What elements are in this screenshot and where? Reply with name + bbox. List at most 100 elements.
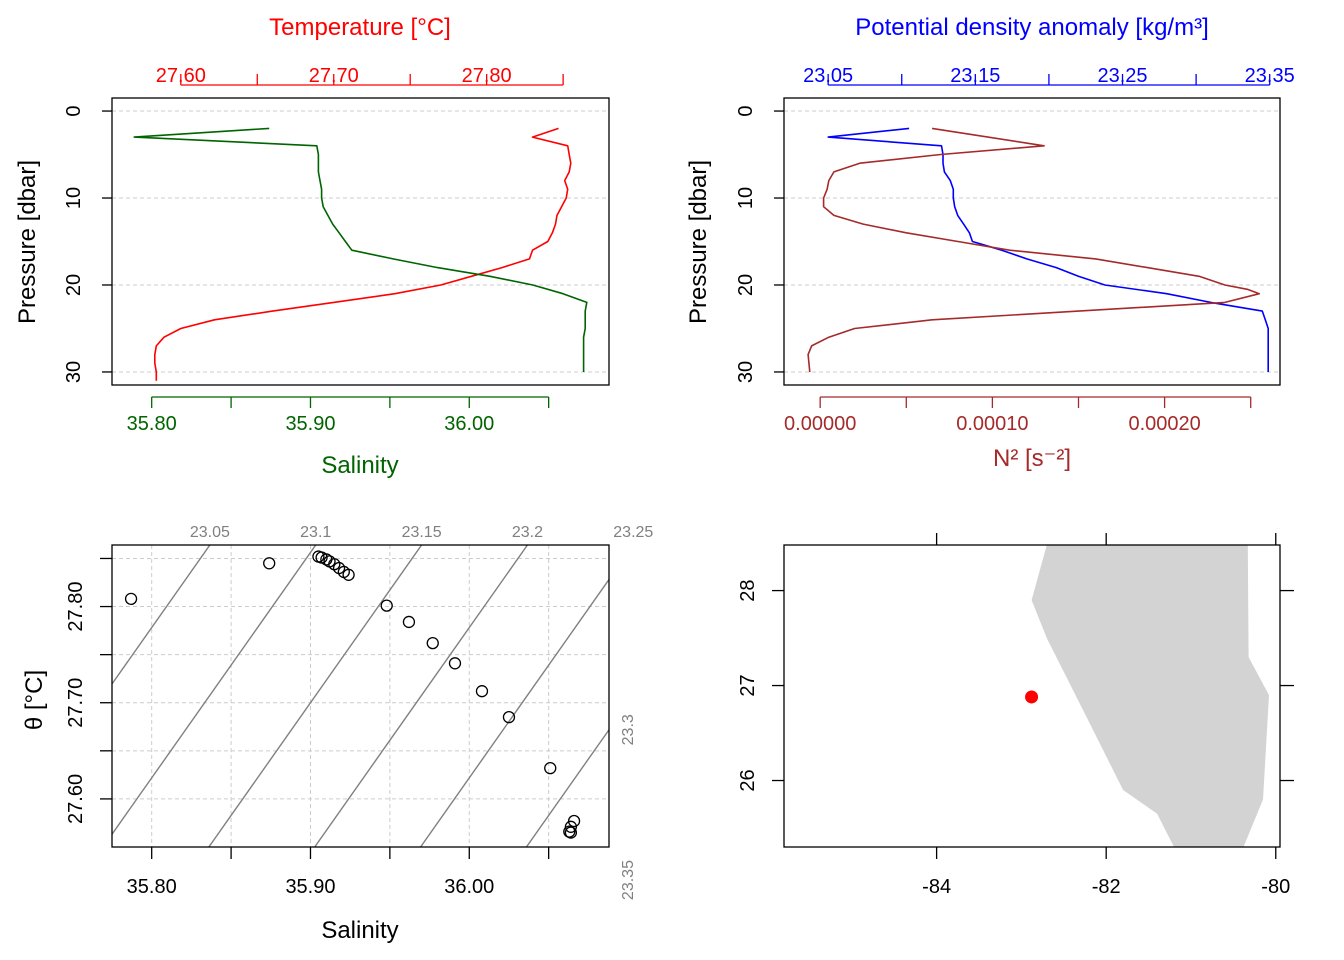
p2-bottom-axis-label: N² [s⁻²] <box>993 445 1071 472</box>
p3-data-point <box>342 568 355 581</box>
p3-data-point <box>564 826 578 839</box>
p2-y-tick-label: 0 <box>735 105 757 116</box>
p4-frame <box>783 544 1281 848</box>
p2-bottom-tick-label: 0.00000 <box>784 413 856 435</box>
p1-bottom-tick-label: 35.80 <box>127 413 177 435</box>
p3-isopycnal-line <box>419 578 609 847</box>
p3-grid <box>112 545 609 847</box>
p1-series-line-top-scale <box>154 127 572 381</box>
p2-series <box>807 127 1269 373</box>
p3-data-point <box>426 636 439 650</box>
p3-isopycnal-line <box>313 545 529 847</box>
p2-top-tick-label: 23.25 <box>1097 65 1147 87</box>
p4-y-tick-label: 28 <box>737 579 759 601</box>
p4-y-tick-label: 27 <box>737 674 759 696</box>
p3-data-point <box>563 825 576 838</box>
p2-bottom-ticks: 0.00000 0.00010 0.00020 <box>784 396 1252 435</box>
p3-data-point <box>402 615 416 629</box>
p2-top-ticks: 23.05 23.15 23.25 23.35 <box>803 65 1295 87</box>
p2-top-tick-label: 23.35 <box>1245 65 1295 87</box>
p1-bottom-tick-label: 35.90 <box>285 413 335 435</box>
p4-land-polygon <box>1031 545 1269 847</box>
p3-isopycnal-label: 23.35 <box>620 860 637 900</box>
p2-top-tick-label: 23.15 <box>950 65 1000 87</box>
p3-x-ticks: 35.80 35.90 36.00 <box>127 847 550 898</box>
p3-data-point <box>475 685 489 698</box>
p4-station <box>1025 690 1039 704</box>
p2-top-axis-label: Potential density anomaly [kg/m³] <box>855 14 1209 41</box>
p2-frame <box>783 97 1281 386</box>
p4-x-tick-label: -82 <box>1092 876 1121 898</box>
p3-y-tick-label: 27.70 <box>65 678 87 728</box>
p1-top-ticks: 27.60 27.70 27.80 <box>156 65 564 87</box>
p4-y-ticks: 26 27 28 <box>737 579 1294 792</box>
p3-x-tick-label: 35.80 <box>127 876 177 898</box>
p4-land <box>1031 545 1269 847</box>
p1-series-line-bottom-scale <box>133 127 588 372</box>
p3-data-point <box>448 657 462 670</box>
p2-bottom-tick-label: 0.00020 <box>1128 413 1200 435</box>
p3-isopycnals <box>112 545 609 847</box>
p1-y-tick-label: 30 <box>63 361 85 383</box>
p3-isopycnal-label: 23.15 <box>402 524 442 541</box>
p3-isopycnal-labels: 23.05 23.1 23.15 23.2 23.25 23.3 23.35 <box>190 524 654 900</box>
p1-bottom-ticks: 35.80 35.90 36.00 <box>127 396 550 435</box>
p1-y-tick-label: 0 <box>63 105 85 116</box>
p1-top-tick-label: 27.60 <box>156 65 206 87</box>
p3-isopycnal-line <box>208 545 423 847</box>
p1-series <box>133 127 588 381</box>
p1-frame <box>111 97 610 386</box>
p2-y-axis-label: Pressure [dbar] <box>685 160 712 324</box>
p3-points <box>124 550 581 839</box>
p3-data-point <box>564 820 578 833</box>
p3-isopycnal-line <box>112 545 211 686</box>
p3-data-point <box>124 592 138 606</box>
p3-x-axis-label: Salinity <box>321 917 398 944</box>
panel-map: -84 -82 -80 26 27 28 <box>737 533 1294 898</box>
p4-station-marker <box>1025 690 1039 704</box>
p1-bottom-axis-label: Salinity <box>321 452 398 479</box>
p3-data-point <box>380 599 393 612</box>
p1-y-tick-label: 20 <box>63 274 85 296</box>
p2-top-tick-label: 23.05 <box>803 65 853 87</box>
p3-isopycnal-label: 23.2 <box>512 524 543 541</box>
p4-x-tick-label: -84 <box>922 876 951 898</box>
p3-isopycnal-line <box>525 728 609 847</box>
p3-isopycnal-label: 23.1 <box>300 524 331 541</box>
p1-grid <box>112 110 609 373</box>
p3-frame <box>111 544 610 848</box>
p4-x-tick-label: -80 <box>1261 876 1290 898</box>
p1-y-ticks: 0 10 20 30 <box>63 105 112 383</box>
p2-grid <box>784 110 1280 373</box>
p3-isopycnal-label: 23.05 <box>190 524 230 541</box>
p2-series-line-bottom-scale <box>807 127 1261 373</box>
p3-data-point <box>544 761 557 775</box>
p2-y-tick-label: 30 <box>735 361 757 383</box>
p1-top-tick-label: 27.70 <box>309 65 359 87</box>
p1-bottom-tick-label: 36.00 <box>444 413 494 435</box>
p2-y-ticks: 0 10 20 30 <box>735 105 784 383</box>
p3-y-axis-label: θ [°C] <box>21 670 48 730</box>
p3-x-tick-label: 36.00 <box>444 876 494 898</box>
p3-isopycnal-label: 23.25 <box>613 524 653 541</box>
p1-top-axis-label: Temperature [°C] <box>269 14 451 41</box>
p3-x-tick-label: 35.90 <box>285 876 335 898</box>
p3-data-point <box>567 814 581 828</box>
p2-series-line-top-scale <box>827 127 1269 372</box>
p3-y-tick-label: 27.80 <box>65 582 87 632</box>
p2-bottom-tick-label: 0.00010 <box>956 413 1028 435</box>
p4-y-tick-label: 26 <box>737 769 759 791</box>
p3-isopycnal-line <box>112 545 317 836</box>
p1-top-tick-label: 27.80 <box>462 65 512 87</box>
p3-isopycnal-label: 23.3 <box>620 714 637 745</box>
p2-y-tick-label: 20 <box>735 274 757 296</box>
p3-data-point <box>502 711 516 724</box>
p3-data-point <box>263 557 276 570</box>
p3-y-ticks: 27.60 27.70 27.80 <box>65 557 112 824</box>
p1-y-axis-label: Pressure [dbar] <box>14 160 41 324</box>
p1-y-tick-label: 10 <box>63 187 85 209</box>
